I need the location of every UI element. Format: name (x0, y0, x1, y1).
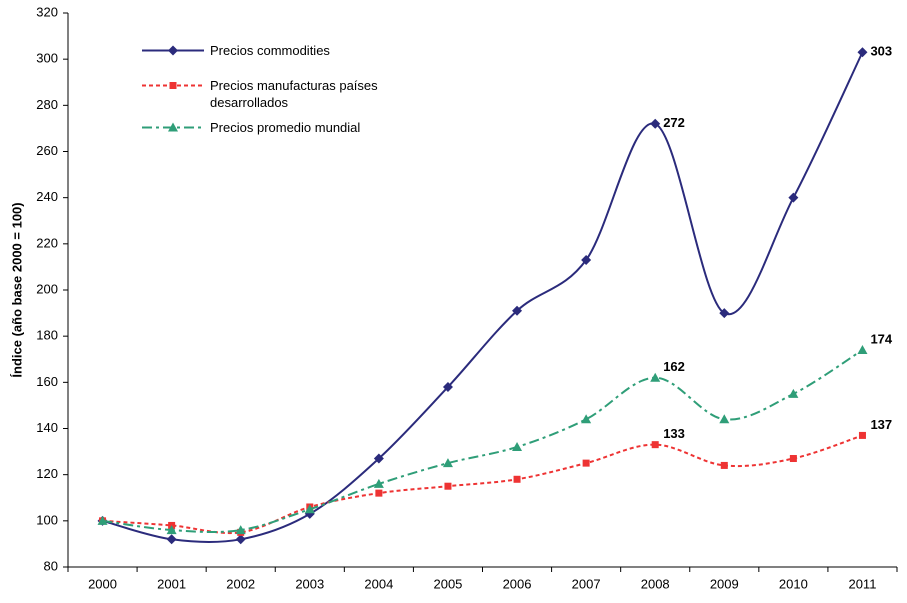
marker (166, 525, 177, 535)
marker (512, 305, 523, 316)
y-tick-label: 200 (36, 281, 58, 296)
series-line (102, 434, 863, 535)
legend-swatch (142, 82, 204, 89)
x-tick-label: 2002 (226, 576, 255, 591)
marker (166, 534, 177, 545)
x-tick-label: 2009 (710, 576, 739, 591)
y-tick-label: 140 (36, 420, 58, 435)
x-tick-label: 2007 (572, 576, 601, 591)
marker (442, 381, 453, 392)
marker (373, 453, 384, 464)
marker (719, 308, 730, 319)
legend: Precios commodities Precios manufacturas … (140, 42, 380, 136)
series-line (102, 51, 864, 544)
x-tick-label: 2006 (503, 576, 532, 591)
x-tick-label: 2008 (641, 576, 670, 591)
marker (857, 345, 868, 355)
x-tick-label: 2005 (433, 576, 462, 591)
y-tick-label: 100 (36, 512, 58, 527)
marker (789, 455, 797, 463)
marker (97, 515, 108, 525)
marker (581, 254, 592, 265)
data-label: 162 (663, 359, 685, 374)
marker (719, 414, 730, 424)
data-label: 174 (870, 331, 892, 346)
data-label: 272 (663, 115, 685, 130)
legend-label: Precios manufacturas países desarrollado… (210, 78, 378, 110)
marker (442, 458, 453, 468)
y-tick-label: 240 (36, 189, 58, 204)
marker (444, 482, 452, 490)
data-label: 137 (870, 417, 892, 432)
y-tick-label: 320 (36, 4, 58, 19)
marker (650, 372, 661, 382)
marker (513, 475, 521, 483)
legend-label: Precios commodities (210, 43, 330, 58)
legend-swatch (142, 45, 204, 56)
marker (720, 461, 728, 469)
marker (373, 478, 384, 488)
marker (235, 534, 246, 545)
y-tick-label: 80 (44, 558, 58, 573)
x-tick-label: 2003 (295, 576, 324, 591)
marker (169, 82, 177, 89)
marker (788, 192, 799, 203)
x-tick-label: 2004 (364, 576, 393, 591)
legend-label: Precios promedio mundial (210, 120, 361, 135)
marker (168, 45, 178, 56)
y-tick-label: 160 (36, 374, 58, 389)
marker (858, 431, 866, 439)
data-label: 303 (870, 44, 892, 59)
legend-entry: Precios manufacturas países desarrollado… (140, 77, 410, 111)
y-tick-label: 220 (36, 235, 58, 250)
y-axis-label: Índice (año base 2000 = 100) (9, 202, 24, 377)
y-tick-label: 280 (36, 97, 58, 112)
legend-swatch (142, 122, 204, 132)
marker (235, 525, 246, 535)
series-line (102, 349, 863, 533)
y-tick-label: 300 (36, 51, 58, 66)
x-tick-label: 2010 (779, 576, 808, 591)
y-tick-label: 260 (36, 143, 58, 158)
marker (651, 441, 659, 449)
marker (857, 47, 868, 58)
x-tick-label: 2001 (157, 576, 186, 591)
y-tick-label: 180 (36, 328, 58, 343)
legend-entry: Precios promedio mundial (140, 119, 380, 136)
x-tick-label: 2000 (88, 576, 117, 591)
y-tick-label: 120 (36, 466, 58, 481)
marker (788, 388, 799, 398)
marker (650, 118, 661, 129)
data-label: 133 (663, 426, 685, 441)
legend-entry: Precios commodities (140, 42, 380, 59)
marker (512, 441, 523, 451)
marker (304, 504, 315, 514)
marker (581, 414, 592, 424)
marker (375, 489, 383, 497)
marker (168, 122, 178, 132)
x-tick-label: 2011 (848, 576, 876, 591)
marker (582, 459, 590, 467)
